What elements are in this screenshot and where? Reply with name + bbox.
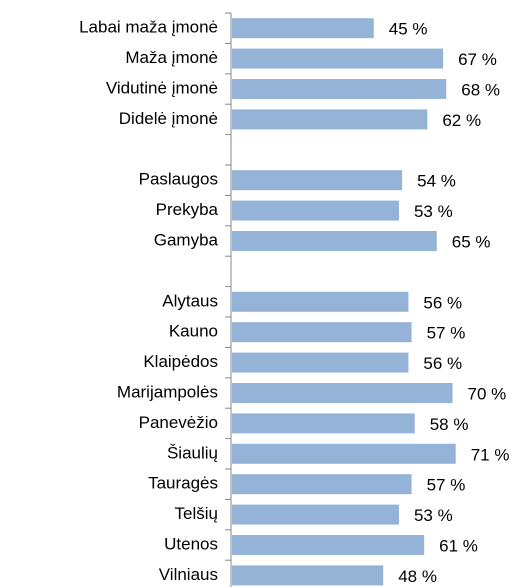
- y-tick-label: Prekyba: [156, 200, 219, 219]
- y-tick-label: Klaipėdos: [143, 352, 218, 371]
- y-tick-label: Alytaus: [162, 291, 218, 310]
- bar: [232, 200, 399, 221]
- value-label: 70 %: [468, 384, 507, 403]
- bar: [232, 383, 453, 403]
- value-label: 57 %: [427, 324, 466, 343]
- value-label: 62 %: [442, 111, 481, 130]
- value-label: 61 %: [439, 536, 478, 555]
- value-label: 68 %: [461, 80, 500, 99]
- bar: [232, 443, 456, 464]
- y-tick-label: Panevėžio: [139, 413, 218, 432]
- bar: [232, 535, 425, 555]
- value-label: 56 %: [423, 354, 462, 373]
- bar: [232, 109, 428, 130]
- bar: [232, 352, 409, 373]
- bar: [232, 231, 437, 251]
- value-label: 67 %: [458, 50, 497, 69]
- bar: [232, 504, 399, 525]
- bar: [232, 322, 412, 343]
- bar: [232, 565, 384, 586]
- bar: [232, 170, 403, 191]
- value-label: 58 %: [430, 415, 469, 434]
- bar: [232, 48, 444, 69]
- bar: [232, 474, 412, 495]
- bar: [232, 413, 415, 434]
- y-tick-label: Vilniaus: [159, 565, 218, 584]
- y-tick-label: Telšių: [175, 504, 218, 523]
- value-label: 45 %: [389, 20, 428, 39]
- bar: [232, 291, 409, 312]
- value-label: 54 %: [417, 172, 456, 191]
- bar: [232, 79, 447, 99]
- y-tick-label: Maža įmonė: [125, 48, 218, 67]
- y-tick-label: Didelė įmonė: [119, 109, 218, 128]
- value-label: 57 %: [427, 476, 466, 495]
- value-label: 53 %: [414, 506, 453, 525]
- y-tick-label: Šiaulių: [167, 443, 218, 462]
- y-tick-label: Utenos: [164, 534, 218, 553]
- value-label: 71 %: [471, 445, 510, 464]
- y-tick-label: Paslaugos: [139, 170, 218, 189]
- y-tick-label: Gamyba: [154, 230, 219, 249]
- bar: [232, 18, 374, 39]
- y-tick-label: Tauragės: [148, 474, 218, 493]
- value-label: 48 %: [398, 567, 437, 586]
- y-tick-label: Kauno: [169, 322, 218, 341]
- value-label: 56 %: [423, 293, 462, 312]
- value-label: 65 %: [452, 232, 491, 251]
- y-tick-label: Marijampolės: [117, 382, 218, 401]
- y-tick-label: Labai maža įmonė: [79, 18, 218, 37]
- value-label: 53 %: [414, 202, 453, 221]
- y-tick-label: Vidutinė įmonė: [106, 78, 218, 97]
